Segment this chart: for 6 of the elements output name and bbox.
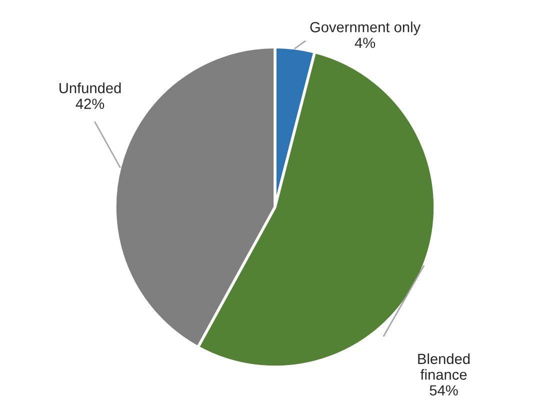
data-label: 42% [76, 98, 104, 109]
slice-label: Government only [310, 22, 421, 36]
data-label: 54% [430, 385, 458, 396]
data-label: 4% [354, 38, 376, 48]
slice-label: Unfunded [60, 82, 121, 94]
slice-label: Blended finance [418, 353, 470, 380]
